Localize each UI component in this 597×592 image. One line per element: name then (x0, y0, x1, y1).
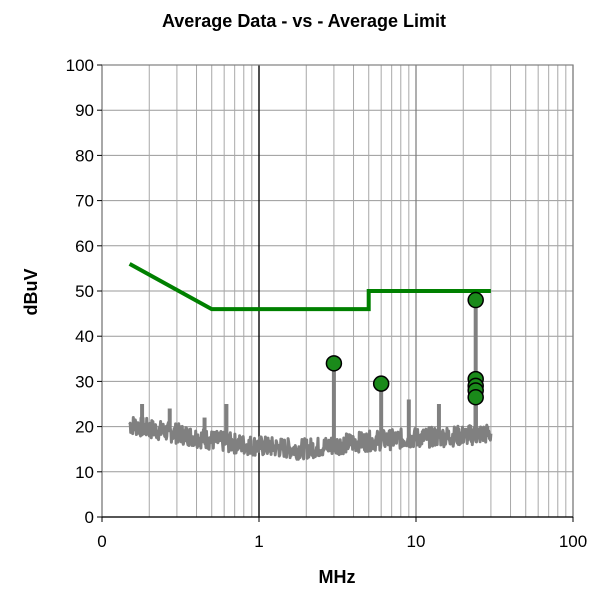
y-tick-label: 80 (75, 146, 94, 165)
y-tick-label: 0 (85, 508, 94, 527)
x-tick-label: 0 (97, 532, 106, 551)
data-trace (128, 416, 493, 461)
y-tick-label: 70 (75, 192, 94, 211)
plot-area (128, 262, 493, 461)
data-point-marker (467, 291, 484, 309)
x-tick-label: 10 (407, 532, 426, 551)
data-point-marker (372, 375, 390, 392)
data-point-marker (467, 388, 484, 406)
x-tick-label: 1 (254, 532, 263, 551)
y-tick-label: 30 (75, 372, 94, 391)
y-tick-label: 50 (75, 282, 94, 301)
limit-line (128, 262, 491, 312)
x-axis-label: MHz (319, 567, 356, 587)
y-tick-label: 60 (75, 237, 94, 256)
y-tick-label: 10 (75, 463, 94, 482)
y-tick-label: 20 (75, 418, 94, 437)
axes: 0 10 20 30 40 50 60 70 80 90 100 0 1 10 100 (66, 56, 588, 551)
y-tick-label: 100 (66, 56, 94, 75)
x-tick-label: 100 (559, 532, 587, 551)
chart-title: Average Data - vs - Average Limit (162, 11, 446, 31)
y-tick-label: 40 (75, 327, 94, 346)
y-axis-label: dBuV (21, 269, 41, 316)
data-point-marker (325, 355, 343, 372)
y-tick-label: 90 (75, 101, 94, 120)
